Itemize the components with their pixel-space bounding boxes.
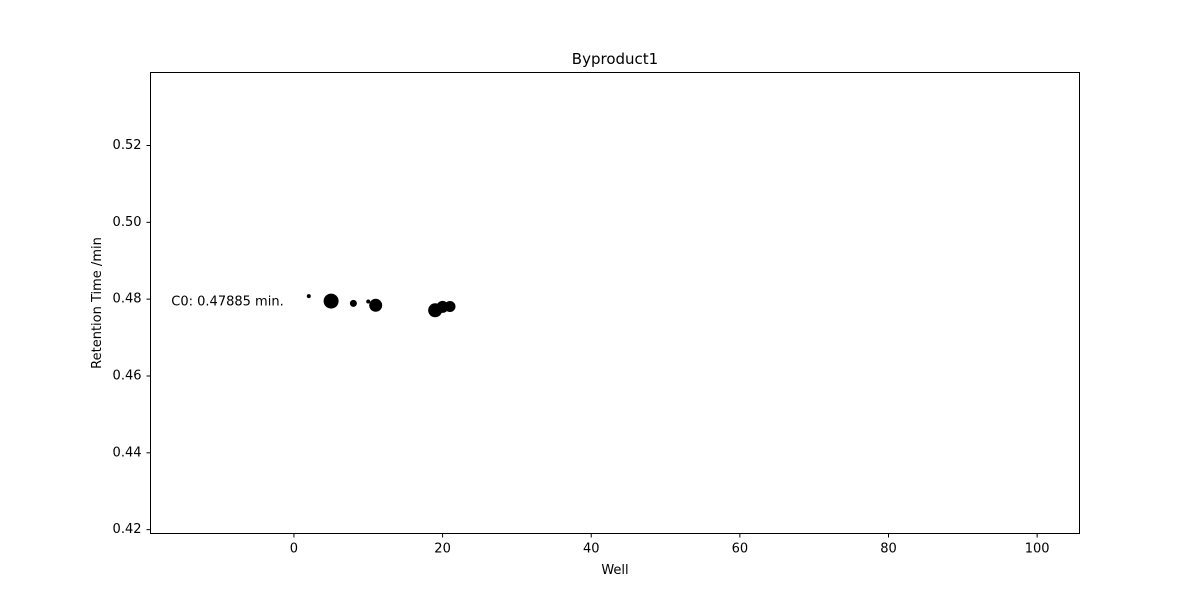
x-tick-label: 80 (880, 542, 897, 557)
plot-area (150, 72, 1080, 534)
y-tick-label: 0.50 (113, 215, 142, 230)
annotation-label: C0: 0.47885 min. (171, 294, 283, 309)
data-point (369, 298, 383, 312)
data-point (349, 299, 357, 307)
y-tick-label: 0.46 (113, 368, 142, 383)
data-point (323, 293, 339, 309)
x-tick-label: 0 (290, 542, 298, 557)
y-axis-ticks: 0.42 0.44 0.46 0.48 0.50 0.52 (113, 138, 151, 537)
y-axis-label: Retention Time /min (90, 237, 105, 369)
data-point (366, 299, 371, 304)
x-tick-label: 40 (583, 542, 600, 557)
data-point (306, 294, 311, 299)
chart-title: Byproduct1 (572, 50, 658, 68)
scatter-series (306, 293, 456, 318)
y-tick-label: 0.42 (113, 522, 142, 537)
y-tick-label: 0.44 (113, 445, 142, 460)
x-tick-label: 20 (434, 542, 451, 557)
x-axis-label: Well (601, 563, 628, 578)
y-tick-label: 0.48 (113, 292, 142, 307)
data-point (444, 300, 456, 312)
y-tick-label: 0.52 (113, 138, 142, 153)
x-tick-label: 100 (1025, 542, 1050, 557)
x-axis-ticks: 0 20 40 60 80 100 (290, 533, 1050, 557)
x-tick-label: 60 (732, 542, 749, 557)
